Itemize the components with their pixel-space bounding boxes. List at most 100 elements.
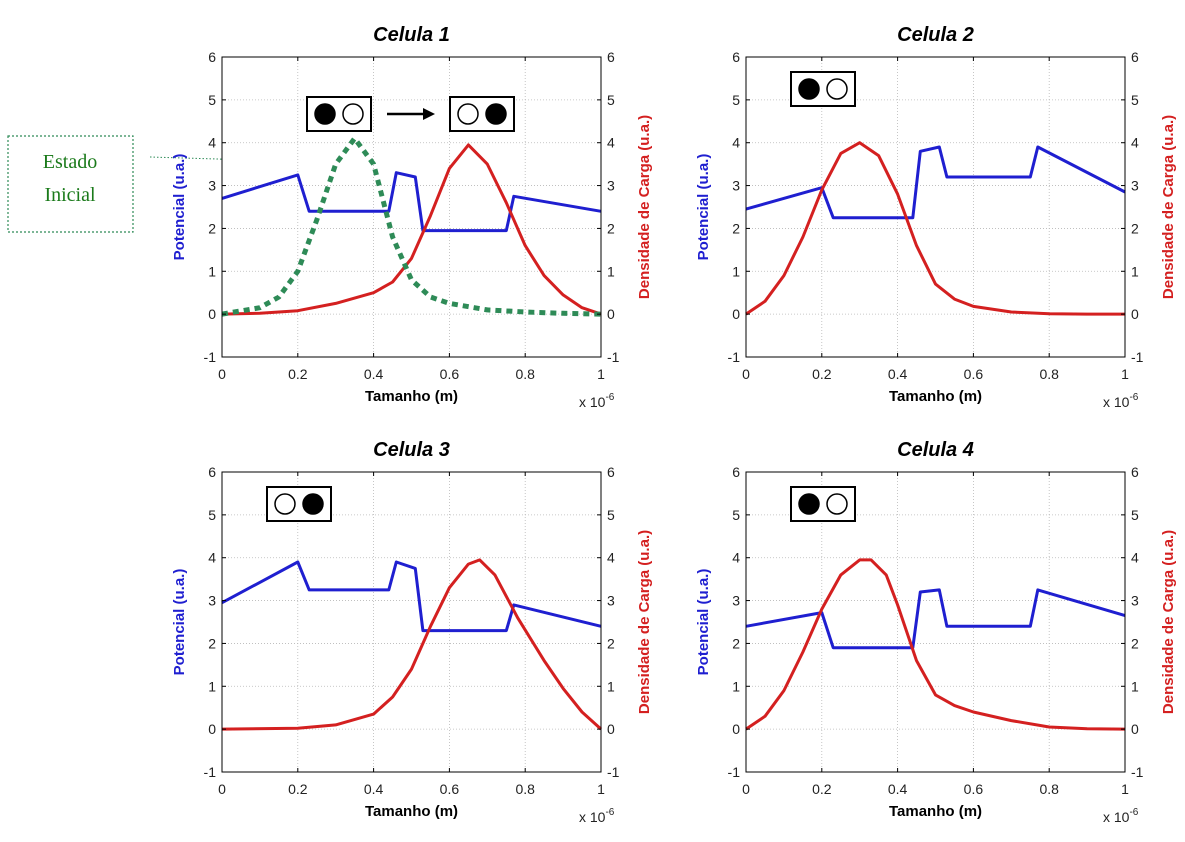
y-right-tick-label: 1 [607, 263, 615, 279]
x-tick-label: 0.2 [288, 781, 308, 797]
chart-title: Celula 1 [373, 24, 450, 46]
x-tick-label: 0.4 [888, 366, 908, 382]
y-right-axis-label: Densidade de Carga (u.a.) [1160, 115, 1177, 299]
y-left-tick-label: 6 [208, 464, 216, 480]
x-multiplier-base: x 10 [579, 809, 606, 825]
y-right-tick-label: 2 [607, 635, 615, 651]
x-multiplier-base: x 10 [579, 394, 606, 410]
x-multiplier-exponent: -6 [1129, 392, 1138, 403]
chart-title: Celula 4 [897, 439, 974, 461]
y-right-tick-label: 6 [1131, 464, 1139, 480]
y-left-tick-label: 3 [208, 593, 216, 609]
y-left-tick-label: 3 [208, 178, 216, 194]
y-right-tick-label: 5 [1131, 507, 1139, 523]
x-tick-label: 0.8 [1039, 366, 1059, 382]
y-left-tick-label: 4 [208, 550, 216, 566]
x-tick-label: 0.2 [812, 366, 832, 382]
y-left-tick-label: 6 [732, 464, 740, 480]
filled-dot-icon [303, 494, 323, 514]
y-right-tick-label: 1 [607, 678, 615, 694]
x-tick-label: 0 [742, 366, 750, 382]
y-left-tick-label: 0 [732, 721, 740, 737]
empty-dot-icon [275, 494, 295, 514]
y-right-tick-label: 3 [607, 178, 615, 194]
y-left-tick-label: 2 [208, 220, 216, 236]
x-tick-label: 0.6 [964, 366, 984, 382]
y-left-tick-label: 6 [732, 49, 740, 65]
y-right-axis-label: Densidade de Carga (u.a.) [636, 115, 653, 299]
empty-dot-icon [343, 104, 363, 124]
y-right-tick-label: -1 [1131, 764, 1144, 780]
y-right-tick-label: 0 [1131, 721, 1139, 737]
y-left-tick-label: 5 [208, 92, 216, 108]
y-left-tick-label: 1 [208, 263, 216, 279]
y-left-tick-label: 3 [732, 178, 740, 194]
y-right-tick-label: 5 [1131, 92, 1139, 108]
y-left-tick-label: 5 [732, 507, 740, 523]
chart-panel-1: 0 0.2 0.4 0.6 0.8 1-1 -10 01 12 23 34 45 56 6Celula 1… [171, 24, 653, 410]
y-right-tick-label: 2 [1131, 635, 1139, 651]
y-left-tick-label: 1 [732, 678, 740, 694]
x-tick-label: 0 [742, 781, 750, 797]
x-tick-label: 0.6 [440, 366, 460, 382]
y-right-tick-label: 4 [607, 550, 615, 566]
x-tick-label: 1 [1121, 366, 1129, 382]
x-axis-label: Tamanho (m) [889, 388, 982, 405]
y-right-tick-label: 5 [607, 92, 615, 108]
annotation-line-2: Inicial [44, 184, 96, 206]
x-axis-label: Tamanho (m) [889, 803, 982, 820]
state-icon-cell2 [791, 72, 855, 106]
y-right-axis-label: Densidade de Carga (u.a.) [636, 530, 653, 714]
y-right-tick-label: 1 [1131, 263, 1139, 279]
y-left-tick-label: 4 [732, 135, 740, 151]
x-axis-label: Tamanho (m) [365, 803, 458, 820]
y-left-tick-label: 5 [732, 92, 740, 108]
y-right-axis-label: Densidade de Carga (u.a.) [1160, 530, 1177, 714]
x-tick-label: 0.4 [888, 781, 908, 797]
x-multiplier-base: x 10 [1103, 809, 1130, 825]
x-axis-label: Tamanho (m) [365, 388, 458, 405]
x-multiplier-label: x 10-6 [1103, 807, 1139, 825]
state-icon-cell3 [267, 487, 331, 521]
y-left-tick-label: 4 [208, 135, 216, 151]
y-left-tick-label: 1 [732, 263, 740, 279]
filled-dot-icon [799, 494, 819, 514]
y-right-tick-label: -1 [607, 764, 620, 780]
y-right-tick-label: -1 [1131, 349, 1144, 365]
y-left-tick-label: 0 [732, 306, 740, 322]
y-left-axis-label: Potencial (u.a.) [695, 154, 712, 261]
x-multiplier-exponent: -6 [1129, 807, 1138, 818]
y-left-tick-label: 1 [208, 678, 216, 694]
x-multiplier-label: x 10-6 [579, 392, 615, 410]
y-right-tick-label: 4 [607, 135, 615, 151]
y-right-tick-label: 6 [607, 464, 615, 480]
y-right-tick-label: -1 [607, 349, 620, 365]
y-left-axis-label: Potencial (u.a.) [171, 154, 188, 261]
y-right-tick-label: 0 [607, 306, 615, 322]
y-right-tick-label: 2 [607, 220, 615, 236]
y-right-tick-label: 4 [1131, 135, 1139, 151]
empty-dot-icon [827, 494, 847, 514]
y-right-tick-label: 0 [607, 721, 615, 737]
y-left-axis-label: Potencial (u.a.) [695, 569, 712, 676]
y-right-tick-label: 3 [1131, 178, 1139, 194]
y-left-tick-label: 2 [732, 635, 740, 651]
filled-dot-icon [315, 104, 335, 124]
y-right-tick-label: 2 [1131, 220, 1139, 236]
x-tick-label: 0.8 [515, 781, 535, 797]
filled-dot-icon [486, 104, 506, 124]
y-left-tick-label: 3 [732, 593, 740, 609]
y-left-tick-label: 5 [208, 507, 216, 523]
y-left-tick-label: -1 [728, 349, 741, 365]
x-tick-label: 0 [218, 366, 226, 382]
y-right-tick-label: 3 [1131, 593, 1139, 609]
y-right-tick-label: 6 [1131, 49, 1139, 65]
x-tick-label: 0.4 [364, 366, 384, 382]
x-tick-label: 0.8 [1039, 781, 1059, 797]
y-right-tick-label: 3 [607, 593, 615, 609]
x-multiplier-exponent: -6 [605, 392, 614, 403]
